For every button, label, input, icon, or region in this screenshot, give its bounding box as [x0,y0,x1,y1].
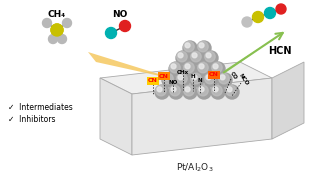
Text: NO: NO [168,80,178,84]
Text: CN: CN [209,73,219,77]
Circle shape [170,85,180,96]
Circle shape [199,64,204,69]
Circle shape [219,73,229,84]
Circle shape [178,53,183,58]
Circle shape [185,64,190,69]
Circle shape [164,75,169,80]
Circle shape [183,41,197,55]
Circle shape [185,87,190,92]
Circle shape [227,87,232,92]
Circle shape [225,85,239,99]
Circle shape [169,85,183,99]
Circle shape [171,87,176,92]
Polygon shape [100,62,272,94]
Text: NCO: NCO [238,73,250,87]
Circle shape [213,64,218,69]
Circle shape [265,8,275,19]
Text: CO: CO [228,71,237,81]
Circle shape [105,28,116,39]
Circle shape [184,62,194,73]
Circle shape [197,62,211,76]
Circle shape [170,62,180,73]
Circle shape [212,62,222,73]
Circle shape [204,51,218,65]
Polygon shape [218,30,287,78]
Circle shape [178,75,183,80]
Circle shape [157,87,162,92]
Circle shape [163,73,173,84]
Circle shape [252,12,264,22]
Text: H: H [191,74,195,78]
Circle shape [51,24,63,36]
Circle shape [199,87,204,92]
Circle shape [211,62,225,76]
Circle shape [176,51,190,65]
Circle shape [42,19,51,28]
Circle shape [51,24,63,36]
Circle shape [155,85,169,99]
Circle shape [212,85,222,96]
Text: CHx: CHx [177,70,189,74]
Circle shape [198,41,208,52]
Circle shape [205,51,215,62]
Circle shape [199,43,204,48]
Circle shape [185,43,190,48]
Circle shape [190,73,204,87]
Circle shape [184,41,194,52]
Circle shape [192,75,197,80]
Circle shape [190,51,204,65]
Circle shape [198,85,208,96]
Text: NO: NO [112,10,128,19]
Text: N: N [198,77,202,83]
Circle shape [226,85,236,96]
Circle shape [206,53,211,58]
Circle shape [211,85,225,99]
Circle shape [171,64,176,69]
Circle shape [177,51,187,62]
Circle shape [192,53,197,58]
Circle shape [198,62,208,73]
Polygon shape [88,52,178,80]
Circle shape [197,41,211,55]
Circle shape [204,73,218,87]
Text: ✓  Intermediates: ✓ Intermediates [8,102,73,112]
Circle shape [213,87,218,92]
Circle shape [162,73,176,87]
Text: CN: CN [148,78,158,84]
Polygon shape [272,62,304,139]
Circle shape [119,20,130,32]
Circle shape [206,75,211,80]
Circle shape [242,17,252,27]
Text: CH₄: CH₄ [48,10,66,19]
Circle shape [183,62,197,76]
Polygon shape [132,78,272,155]
Circle shape [197,85,211,99]
Circle shape [191,51,201,62]
Circle shape [184,85,194,96]
Text: ✓  Inhibitors: ✓ Inhibitors [8,115,56,125]
Circle shape [169,62,183,76]
Polygon shape [100,78,132,155]
Circle shape [276,4,286,14]
Circle shape [156,85,166,96]
Circle shape [62,19,71,28]
Circle shape [205,73,215,84]
Circle shape [218,73,232,87]
Circle shape [183,85,197,99]
Circle shape [57,35,66,43]
Circle shape [48,35,57,43]
Circle shape [220,75,225,80]
Text: HCN: HCN [268,46,292,56]
Circle shape [176,73,190,87]
Text: Pt/Al$_2$O$_3$: Pt/Al$_2$O$_3$ [176,162,214,174]
Circle shape [191,73,201,84]
Circle shape [177,73,187,84]
Text: CN: CN [159,74,169,78]
